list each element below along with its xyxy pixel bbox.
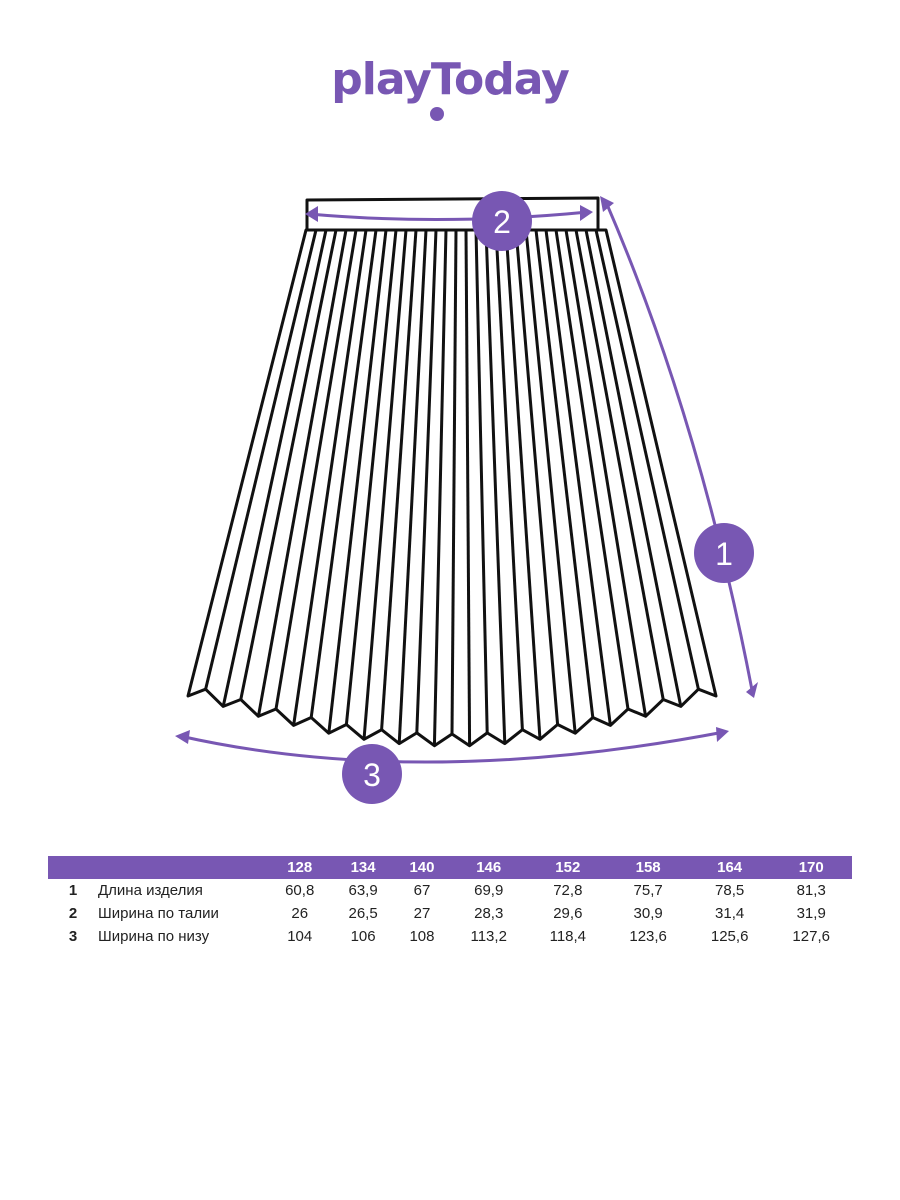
pleat-line [239,229,338,700]
pleat-line [344,229,398,725]
svg-text:playToday: playToday [331,54,569,105]
size-134: 134 [350,859,376,876]
size-header-row: 128 134 140 146 152 158 164 170 [48,856,852,879]
marker-3: 3 [342,744,402,804]
pleat-line [327,229,388,734]
pleat-line [397,229,428,744]
pleat-line [544,229,612,726]
arrow-waist [308,210,589,222]
arrow-length [604,201,754,691]
pleat-line [594,229,700,690]
measurement-value: 69,9 [474,882,504,899]
pleat-line [362,229,408,740]
size-146: 146 [476,859,502,876]
skirt-drawing: 1 2 3 [175,191,758,804]
measurement-value: 113,2 [470,928,507,945]
measurement-name: Длина изделия [98,882,203,899]
measurement-value: 67 [413,882,431,899]
size-170: 170 [798,859,824,876]
measure-arrows [179,201,754,764]
pleat-line [221,229,328,707]
measurement-value: 78,5 [715,882,745,899]
pleat-line [504,229,542,740]
marker-1: 1 [694,523,754,583]
svg-text:1: 1 [715,536,733,572]
skirt-body [186,228,718,748]
measurement-value: 108 [409,928,435,945]
measurement-value: 31,9 [796,905,826,922]
measurement-value: 118,4 [549,928,587,945]
svg-text:2: 2 [493,204,511,240]
pleat-line [450,229,458,735]
measurement-value: 29,6 [553,905,583,922]
arrow-hem [179,730,725,764]
arrow-heads [175,196,758,744]
row-number: 2 [68,905,78,922]
brand-logo: playToday [330,52,570,124]
measurement-value: 81,3 [796,882,826,899]
pleat-line [564,229,648,717]
pleat-line [584,229,683,707]
measurement-value: 27 [413,905,431,922]
svg-text:3: 3 [363,757,381,793]
measurement-value: 26 [291,905,309,922]
measurement-value: 72,8 [553,882,583,899]
pleat-line [309,229,378,718]
table-row: 3 Ширина по низу 104 106 108 113,2 118,4 123,6 1… [48,925,852,948]
measurement-value: 30,9 [633,905,663,922]
pleat-line [292,229,368,726]
measurement-value: 26,5 [348,905,378,922]
pleat-line [524,229,577,734]
pleat-line [415,229,438,733]
pleat-line [432,229,448,746]
pleat-line [484,229,507,744]
marker-2: 2 [472,191,532,251]
size-158: 158 [635,859,661,876]
pleat-line [274,229,358,710]
pleat-line [256,229,348,717]
pleat-line [574,229,665,700]
table-row: 1 Длина изделия 60,8 63,9 67 69,9 72,8 75,7 78,5… [48,879,852,902]
pleat-line [474,229,489,733]
measurement-value: 75,7 [633,882,663,899]
pleat-line [554,229,630,710]
measurement-value: 31,4 [715,905,745,922]
measurement-value: 104 [287,928,313,945]
row-number: 3 [68,928,78,945]
pleat-line [494,229,524,730]
measurement-value: 28,3 [474,905,504,922]
measurement-value: 106 [350,928,376,945]
size-152: 152 [555,859,581,876]
measurement-value: 127,6 [792,928,830,945]
size-140: 140 [409,859,435,876]
measurement-value: 60,8 [285,882,315,899]
size-128: 128 [287,859,313,876]
size-164: 164 [717,859,743,876]
measurement-value: 125,6 [710,928,749,945]
size-table: 128 134 140 146 152 158 164 170 1 Длина и… [48,856,852,948]
row-number: 1 [68,882,78,899]
pleat-line [464,229,472,746]
measurement-name: Ширина по талии [98,905,219,922]
pleat-line [204,229,318,690]
measurement-value: 63,9 [348,882,378,899]
pleat-line [514,229,560,725]
pleat-line [380,229,418,730]
measurement-name: Ширина по низу [98,928,210,945]
pleat-line [534,229,595,718]
measurement-value: 123,6 [629,928,667,945]
table-row: 2 Ширина по талии 26 26,5 27 28,3 29,6 30,9 31,4… [48,902,852,925]
